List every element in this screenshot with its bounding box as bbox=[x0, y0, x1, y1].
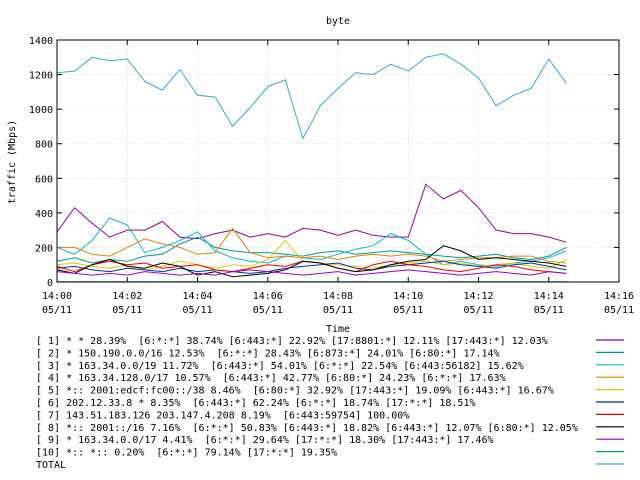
legend-label: [ 9] * 163.34.0.0/17 4.41% [6:*:*] 29.64… bbox=[36, 435, 494, 446]
legend-label: [ 7] 143.51.183.126 203.147.4.208 8.19% … bbox=[36, 410, 409, 421]
legend: [ 1] * * 28.39% [6:*:*] 38.74% [6:443:*]… bbox=[36, 336, 624, 471]
x-tick-time-label: 14:02 bbox=[112, 291, 142, 302]
x-tick-date-label: 05/11 bbox=[112, 305, 142, 316]
series-line-6 bbox=[56, 260, 567, 274]
x-tick-time-label: 14:10 bbox=[393, 291, 423, 302]
chart-title: byte bbox=[326, 16, 350, 27]
legend-label: TOTAL bbox=[36, 460, 66, 471]
series-line-3 bbox=[56, 217, 567, 267]
legend-label: [ 3] * 163.34.0.0/19 11.72% [6:443:*] 54… bbox=[36, 361, 524, 372]
series-line-8 bbox=[56, 245, 567, 278]
x-tick-time-label: 14:00 bbox=[42, 291, 72, 302]
legend-label: [ 5] *:: 2001:edcf:fc00::/38 8.46% [6:80… bbox=[36, 386, 554, 397]
x-tick-date-label: 05/11 bbox=[604, 305, 634, 316]
x-tick-date-label: 05/11 bbox=[393, 305, 423, 316]
series-line-4 bbox=[57, 227, 567, 264]
x-tick-time-label: 14:06 bbox=[253, 291, 283, 302]
x-tick-date-label: 05/11 bbox=[534, 305, 564, 316]
y-tick-label: 1400 bbox=[29, 36, 53, 47]
y-axis-label: traffic (Mbps) bbox=[7, 120, 18, 204]
x-tick-time-label: 14:04 bbox=[182, 291, 212, 302]
x-tick-date-label: 05/11 bbox=[463, 305, 493, 316]
series-line-1 bbox=[56, 183, 567, 243]
x-tick-date-label: 05/11 bbox=[253, 305, 283, 316]
legend-label: [ 2] * 150.190.0.0/16 12.53% [6:*:*] 28.… bbox=[36, 348, 500, 359]
series-line-2 bbox=[56, 236, 567, 264]
plot-frame bbox=[56, 39, 620, 283]
x-tick-time-label: 14:12 bbox=[463, 291, 493, 302]
y-tick-label: 0 bbox=[47, 278, 53, 289]
x-tick-time-label: 14:16 bbox=[604, 291, 634, 302]
series-line-9 bbox=[56, 269, 567, 276]
y-tick-label: 1200 bbox=[29, 71, 53, 82]
legend-label: [ 8] *:: 2001::/16 7.16% [6:*:*] 50.83% … bbox=[36, 423, 578, 434]
x-tick-date-label: 05/11 bbox=[42, 305, 72, 316]
x-tick-time-label: 14:08 bbox=[323, 291, 353, 302]
legend-label: [ 6] 202.12.33.8 * 8.35% [6:443:*] 62.24… bbox=[36, 398, 476, 409]
x-tick-date-label: 05/11 bbox=[323, 305, 353, 316]
y-tick-label: 1000 bbox=[29, 105, 53, 116]
x-axis-label: Time bbox=[326, 324, 350, 335]
x-tick-date-label: 05/11 bbox=[182, 305, 212, 316]
y-tick-label: 200 bbox=[35, 243, 53, 254]
axis-ticks: 0 200 400 600 800 1000 1200 1400 14:00 05/11 14:02… bbox=[29, 36, 634, 316]
x-tick-time-label: 14:14 bbox=[534, 291, 564, 302]
legend-label: [ 4] * 163.34.128.0/17 10.57% [6:443:*] … bbox=[36, 373, 506, 384]
legend-label: [10] *:: *:: 0.20% [6:*:*] 79.14% [17:*:… bbox=[36, 448, 337, 459]
y-tick-label: 400 bbox=[35, 209, 53, 220]
series-line-11 bbox=[56, 53, 567, 140]
legend-label: [ 1] * * 28.39% [6:*:*] 38.74% [6:443:*]… bbox=[36, 336, 548, 347]
grid-lines bbox=[57, 40, 619, 282]
y-tick-label: 800 bbox=[35, 140, 53, 151]
y-tick-label: 600 bbox=[35, 174, 53, 185]
